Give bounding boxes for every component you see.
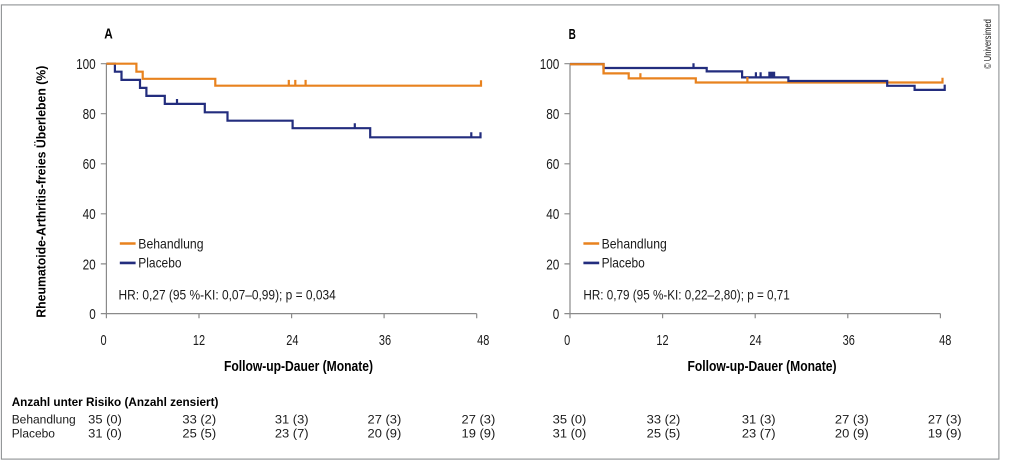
svg-text:33 (2): 33 (2) [647, 413, 681, 427]
svg-text:27 (3): 27 (3) [835, 413, 869, 427]
svg-text:36: 36 [843, 333, 855, 349]
svg-text:31 (3): 31 (3) [742, 413, 776, 427]
svg-text:40: 40 [83, 207, 96, 223]
svg-text:Placebo: Placebo [12, 427, 55, 441]
svg-text:Follow-up-Dauer (Monate): Follow-up-Dauer (Monate) [224, 359, 373, 375]
svg-text:© Universimed: © Universimed [983, 19, 994, 69]
svg-text:35 (0): 35 (0) [88, 413, 122, 427]
svg-text:27 (3): 27 (3) [368, 413, 402, 427]
svg-text:HR: 0,27 (95 %-KI: 0,07–0,99);: HR: 0,27 (95 %-KI: 0,07–0,99); p = 0,034 [119, 287, 336, 303]
svg-text:0: 0 [564, 333, 570, 349]
svg-text:31 (0): 31 (0) [553, 427, 587, 441]
svg-text:20: 20 [83, 257, 96, 273]
svg-text:12: 12 [193, 333, 205, 349]
svg-text:Placebo: Placebo [138, 255, 181, 271]
svg-text:60: 60 [83, 157, 96, 173]
svg-text:Anzahl unter Risiko (Anzahl ze: Anzahl unter Risiko (Anzahl zensiert) [12, 395, 219, 409]
svg-text:24: 24 [286, 333, 298, 349]
svg-text:19 (9): 19 (9) [462, 427, 496, 441]
svg-text:12: 12 [656, 333, 668, 349]
svg-text:100: 100 [76, 57, 96, 73]
svg-text:33 (2): 33 (2) [182, 413, 216, 427]
svg-text:60: 60 [546, 157, 559, 173]
svg-text:80: 80 [83, 107, 96, 123]
svg-text:0: 0 [553, 307, 560, 323]
svg-text:20: 20 [546, 257, 559, 273]
svg-text:31 (0): 31 (0) [88, 427, 122, 441]
svg-text:19 (9): 19 (9) [928, 427, 962, 441]
svg-text:24: 24 [749, 333, 761, 349]
svg-text:48: 48 [939, 333, 951, 349]
svg-text:B: B [569, 27, 576, 43]
svg-text:23 (7): 23 (7) [275, 427, 309, 441]
svg-text:Rheumatoide-Arthritis-freies Ü: Rheumatoide-Arthritis-freies Überleben (… [34, 66, 49, 318]
svg-text:20 (9): 20 (9) [368, 427, 402, 441]
svg-text:40: 40 [546, 207, 559, 223]
svg-text:A: A [104, 27, 113, 43]
svg-text:27 (3): 27 (3) [928, 413, 962, 427]
svg-text:27 (3): 27 (3) [462, 413, 496, 427]
svg-text:0: 0 [101, 333, 107, 349]
svg-text:Behandlung: Behandlung [138, 235, 203, 251]
svg-text:Placebo: Placebo [602, 255, 645, 271]
svg-text:31 (3): 31 (3) [275, 413, 309, 427]
svg-text:Behandlung: Behandlung [602, 235, 667, 251]
svg-text:35 (0): 35 (0) [553, 413, 587, 427]
svg-text:25 (5): 25 (5) [182, 427, 216, 441]
svg-text:23 (7): 23 (7) [742, 427, 776, 441]
svg-text:HR: 0,79 (95 %-KI: 0,22–2,80);: HR: 0,79 (95 %-KI: 0,22–2,80); p = 0,71 [583, 287, 790, 303]
svg-text:48: 48 [477, 333, 489, 349]
svg-text:25 (5): 25 (5) [647, 427, 681, 441]
svg-text:Follow-up-Dauer (Monate): Follow-up-Dauer (Monate) [688, 359, 837, 375]
svg-text:36: 36 [379, 333, 391, 349]
svg-text:Behandlung: Behandlung [12, 413, 76, 427]
svg-text:80: 80 [546, 107, 559, 123]
svg-text:0: 0 [89, 307, 96, 323]
svg-text:100: 100 [540, 57, 560, 73]
svg-text:20 (9): 20 (9) [835, 427, 869, 441]
